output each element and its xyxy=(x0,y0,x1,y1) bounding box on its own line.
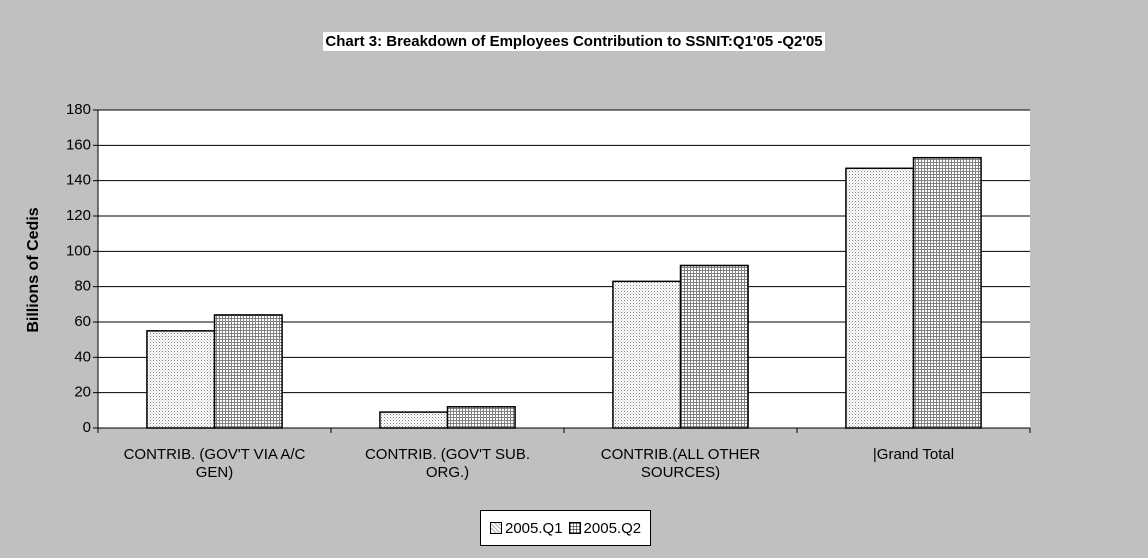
bar xyxy=(912,156,982,429)
title-box: Chart 3: Breakdown of Employees Contribu… xyxy=(0,32,1148,51)
legend-item: 2005.Q1 xyxy=(490,520,563,537)
y-tick-label: 180 xyxy=(66,101,91,118)
bar xyxy=(379,411,449,429)
bar xyxy=(679,264,749,429)
legend-item: 2005.Q2 xyxy=(568,519,642,537)
legend-swatch xyxy=(490,522,502,534)
bar xyxy=(446,406,516,429)
y-tick-label: 80 xyxy=(74,278,91,295)
bar xyxy=(146,330,216,429)
bar xyxy=(612,280,682,429)
y-tick-label: 60 xyxy=(74,313,91,330)
legend-swatch xyxy=(568,522,581,534)
legend-label: 2005.Q2 xyxy=(583,519,642,537)
x-tick-label: CONTRIB. (GOV'T VIA A/C GEN) xyxy=(123,446,306,481)
y-tick-label: 160 xyxy=(66,136,91,153)
chart-title: Chart 3: Breakdown of Employees Contribu… xyxy=(323,32,825,51)
legend-label: 2005.Q1 xyxy=(505,519,563,537)
x-tick-label: CONTRIB.(ALL OTHER SOURCES) xyxy=(600,446,761,481)
y-tick-label: 20 xyxy=(74,384,91,401)
x-tick-label: |Grand Total xyxy=(872,446,955,463)
bar xyxy=(213,314,283,429)
y-tick-label: 0 xyxy=(83,419,91,436)
y-tick-label: 120 xyxy=(66,207,91,224)
y-tick-label: 140 xyxy=(66,172,91,189)
y-axis-label: Billions of Cedis xyxy=(25,207,42,332)
legend: 2005.Q1 2005.Q2 xyxy=(480,510,652,546)
x-tick-label: CONTRIB. (GOV'T SUB. ORG.) xyxy=(364,446,531,481)
bar xyxy=(845,167,915,429)
y-tick-label: 40 xyxy=(74,348,91,365)
y-tick-label: 100 xyxy=(66,242,91,259)
